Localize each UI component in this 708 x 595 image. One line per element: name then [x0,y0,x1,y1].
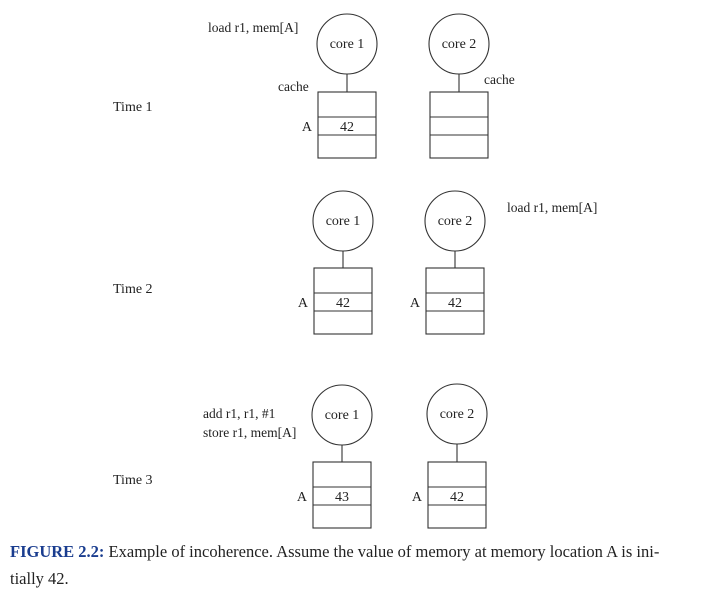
time2-core2-cache: A 42 [410,267,485,335]
time-1-label: Time 1 [113,100,153,115]
time3-core1-instruction-1: add r1, r1, #1 [203,406,275,421]
time1-core2-label: core 2 [442,37,477,52]
time3-core1-address-label: A [297,490,308,505]
time3-core2: core 2 [426,383,488,462]
time3-core1-instruction-2: store r1, mem[A] [203,425,296,440]
time2-core1-label: core 1 [326,214,361,229]
caption-text-line-1: Example of incoherence. Assume the value… [104,542,660,561]
time3-core1: core 1 [311,384,373,462]
figure-label: FIGURE 2.2: [10,542,105,561]
time2-core2-address-label: A [410,296,421,311]
time-3-label: Time 3 [113,473,153,488]
time3-core1-cache-value: 43 [335,490,349,505]
time2-core2-cache-box [425,267,485,335]
time2-core1-cache: A 42 [298,267,373,335]
time2-core2-cache-value: 42 [448,296,462,311]
time-2-label: Time 2 [113,282,153,297]
time1-core1: core 1 [316,13,378,92]
time3-core2-address-label: A [412,490,423,505]
time2-core1-cache-box [313,267,373,335]
time2-core2-instruction: load r1, mem[A] [507,200,597,215]
time2-core1-address-label: A [298,296,309,311]
time3-core2-cache-box [427,461,487,529]
time1-core1-label: core 1 [330,37,365,52]
time2-core1-cache-value: 42 [336,296,350,311]
time3-core2-cache-value: 42 [450,490,464,505]
time1-core1-cache-value: 42 [340,120,354,135]
time2-core2: core 2 [424,190,486,268]
time1-core1-cache-box [317,91,377,159]
time1-core2-cache [429,91,489,159]
time3-core1-cache: A 43 [297,461,372,529]
time1-core1-cache: A 42 [302,91,377,159]
time1-core1-cache-label: cache [278,79,309,94]
time1-core2-cache-box [429,91,489,159]
time1-core2-cache-label: cache [484,72,515,87]
time1-core2: core 2 [428,13,490,92]
time3-core2-label: core 2 [440,407,475,422]
figure-caption: FIGURE 2.2: Example of incoherence. Assu… [10,538,700,592]
time2-core2-label: core 2 [438,214,473,229]
time2-core1: core 1 [312,190,374,268]
caption-text-line-2: tially 42. [10,569,69,588]
time3-core1-label: core 1 [325,408,360,423]
time1-core1-instruction: load r1, mem[A] [208,20,298,35]
time3-core1-cache-box [312,461,372,529]
time3-core2-cache: A 42 [412,461,487,529]
time1-core1-address-label: A [302,120,313,135]
